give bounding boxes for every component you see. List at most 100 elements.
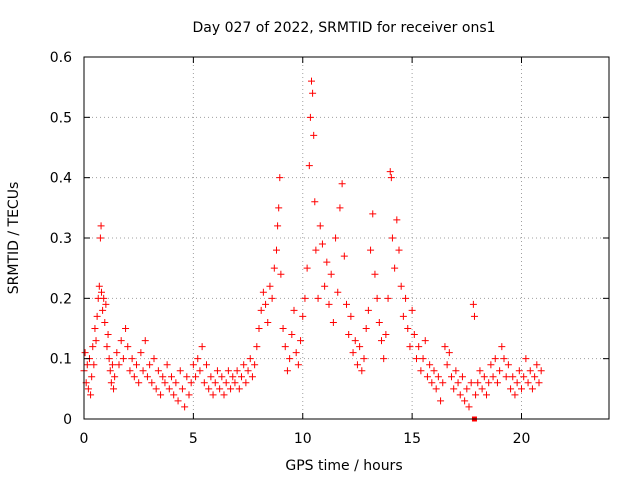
- data-point: [146, 361, 154, 369]
- data-point: [100, 294, 108, 302]
- x-axis-label: GPS time / hours: [285, 458, 402, 474]
- data-point: [106, 367, 114, 375]
- data-point: [115, 361, 123, 369]
- data-point: [87, 391, 95, 399]
- data-point: [84, 385, 92, 393]
- data-point: [81, 349, 89, 357]
- data-point: [329, 318, 337, 326]
- data-point: [137, 349, 145, 357]
- data-point: [235, 385, 243, 393]
- data-point: [98, 288, 105, 296]
- data-point: [353, 361, 361, 369]
- data-point: [93, 312, 101, 320]
- data-point: [369, 210, 377, 218]
- data-point: [408, 306, 416, 314]
- data-point: [524, 379, 532, 387]
- data-point: [311, 198, 319, 206]
- data-point: [537, 367, 545, 375]
- data-point: [268, 294, 276, 302]
- data-point: [399, 312, 407, 320]
- data-point: [351, 337, 359, 345]
- y-axis-label: SRMTID / TECUs: [6, 182, 22, 295]
- y-tick-label: 0.6: [50, 50, 72, 66]
- data-point: [264, 318, 272, 326]
- data-point: [216, 385, 224, 393]
- data-point: [323, 258, 331, 266]
- data-point: [507, 385, 515, 393]
- data-point: [485, 379, 493, 387]
- data-point: [332, 234, 340, 242]
- data-point: [255, 325, 263, 332]
- data-point: [102, 300, 110, 308]
- data-point: [251, 361, 259, 369]
- data-point: [423, 373, 431, 381]
- data-point: [176, 367, 184, 375]
- data-point: [159, 373, 167, 381]
- plot-frame: [83, 56, 610, 420]
- data-point: [222, 379, 230, 387]
- data-point: [397, 282, 405, 290]
- data-point: [303, 264, 311, 272]
- data-point: [101, 318, 109, 326]
- data-point: [502, 373, 510, 381]
- data-point: [242, 379, 250, 387]
- data-point: [347, 312, 355, 320]
- data-point: [336, 204, 344, 212]
- data-point: [89, 343, 97, 351]
- data-point: [312, 246, 320, 254]
- data-point: [207, 373, 215, 381]
- y-tick-label: 0.3: [50, 231, 72, 247]
- data-point: [380, 355, 388, 363]
- data-point: [415, 343, 423, 351]
- data-point: [290, 306, 298, 314]
- data-point: [470, 312, 478, 320]
- data-point: [95, 282, 103, 290]
- data-point: [434, 373, 442, 381]
- data-point: [224, 367, 232, 375]
- data-point: [391, 264, 399, 272]
- data-point: [437, 397, 445, 405]
- data-point: [288, 331, 296, 339]
- data-point: [233, 367, 241, 375]
- data-point: [358, 367, 366, 375]
- data-point: [150, 355, 158, 363]
- data-point: [513, 379, 521, 387]
- data-point: [299, 312, 307, 320]
- data-point: [306, 113, 314, 121]
- data-point: [244, 367, 252, 375]
- data-point: [441, 343, 449, 351]
- data-point: [404, 325, 412, 332]
- data-point: [345, 331, 353, 339]
- data-point: [487, 361, 495, 369]
- data-point: [297, 337, 305, 345]
- data-point: [148, 379, 156, 387]
- data-point: [161, 379, 169, 387]
- data-point: [531, 373, 539, 381]
- data-point: [301, 294, 309, 302]
- grid: [84, 57, 609, 419]
- data-point: [474, 379, 482, 387]
- data-point: [450, 385, 458, 393]
- data-point: [203, 361, 210, 369]
- data-point: [283, 367, 291, 375]
- data-point: [92, 337, 100, 345]
- data-point: [205, 385, 213, 393]
- data-point: [378, 337, 385, 345]
- data-point: [316, 222, 324, 230]
- data-point: [189, 361, 197, 369]
- data-point: [170, 391, 178, 399]
- data-point: [500, 355, 508, 363]
- data-point: [209, 391, 217, 399]
- data-point: [491, 355, 499, 363]
- data-point: [364, 306, 372, 314]
- data-point: [373, 294, 381, 302]
- data-point: [445, 349, 453, 357]
- data-point: [96, 234, 104, 242]
- data-point: [533, 361, 541, 369]
- data-point: [259, 288, 267, 296]
- data-point: [152, 385, 160, 393]
- data-point: [248, 373, 256, 381]
- data-point: [163, 361, 171, 369]
- data-point: [262, 300, 270, 308]
